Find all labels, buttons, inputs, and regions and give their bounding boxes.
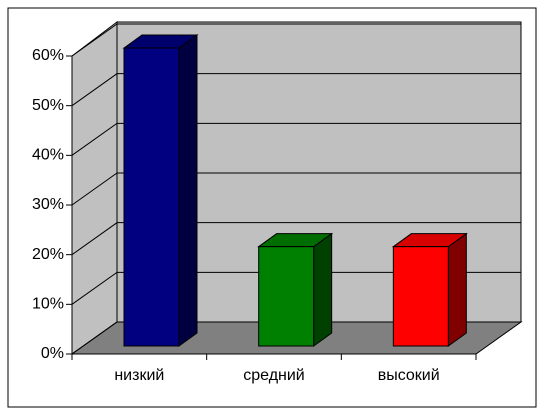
grid-line <box>71 271 521 305</box>
x-tick-label: высокий <box>378 367 440 384</box>
y-tick-label: 50% <box>32 97 64 114</box>
y-tick-label: 40% <box>32 147 64 164</box>
y-tick-label: 20% <box>32 246 64 263</box>
bar <box>123 47 180 347</box>
bar <box>392 246 449 347</box>
bar-side <box>313 232 333 347</box>
grid-line <box>71 73 521 107</box>
grid-line <box>71 222 521 256</box>
y-tick-label: 10% <box>32 296 64 313</box>
grid-line <box>71 172 521 206</box>
y-tick-label: 60% <box>32 47 64 64</box>
bar <box>258 246 315 347</box>
y-tick-label: 30% <box>32 196 64 213</box>
x-tick-label: средний <box>243 367 305 384</box>
x-tick-label: низкий <box>114 367 164 384</box>
grid-line <box>71 321 521 355</box>
grid-line <box>71 122 521 156</box>
y-tick-label: 0% <box>41 345 64 362</box>
bar-side <box>447 232 467 347</box>
side-wall <box>71 20 118 355</box>
bar-side <box>178 34 198 347</box>
grid-line <box>71 23 521 57</box>
